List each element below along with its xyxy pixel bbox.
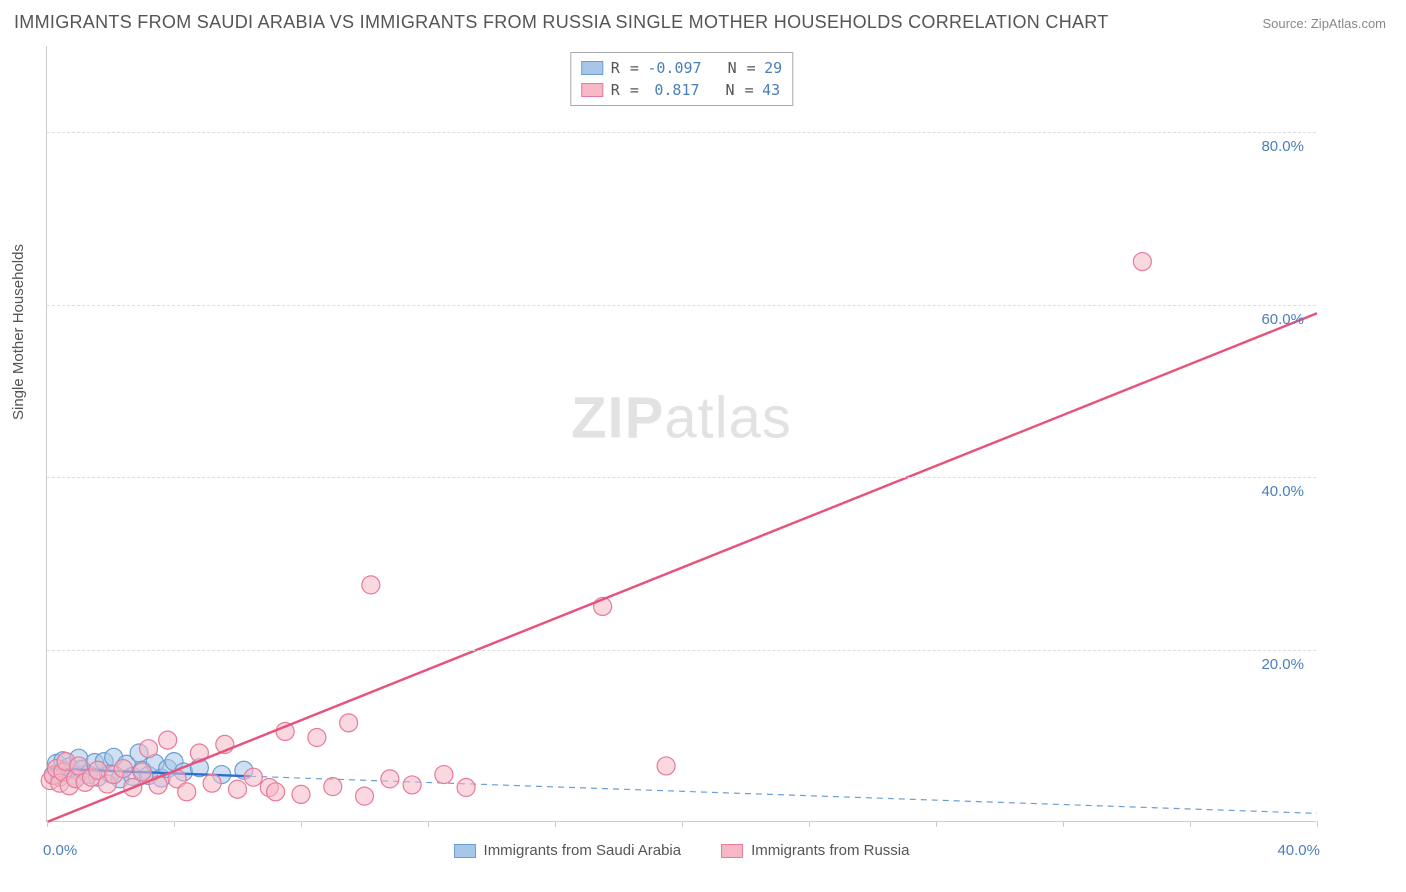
legend-item-russia: Immigrants from Russia	[721, 842, 909, 859]
chart-title: IMMIGRANTS FROM SAUDI ARABIA VS IMMIGRAN…	[14, 12, 1109, 33]
swatch-saudi-2	[454, 844, 476, 858]
n-value-1: 29	[764, 57, 782, 79]
legend-label-russia: Immigrants from Russia	[751, 842, 909, 859]
r-label: R =	[611, 57, 640, 79]
n-value-2: 43	[762, 79, 780, 101]
n-label-2: N =	[726, 79, 755, 101]
legend-series: Immigrants from Saudi Arabia Immigrants …	[454, 842, 910, 859]
r-label-2: R =	[611, 79, 640, 101]
swatch-saudi	[581, 61, 603, 75]
r-value-2: 0.817	[647, 79, 699, 101]
xtick-label-origin: 0.0%	[43, 842, 77, 859]
ytick-label: 20.0%	[1261, 656, 1304, 673]
swatch-russia-2	[721, 844, 743, 858]
swatch-russia	[581, 83, 603, 97]
ytick-label: 40.0%	[1261, 483, 1304, 500]
n-label: N =	[728, 57, 757, 79]
legend-stats: R = -0.097 N = 29 R = 0.817 N = 43	[570, 52, 793, 106]
ytick-label: 60.0%	[1261, 311, 1304, 328]
legend-row-series1: R = -0.097 N = 29	[581, 57, 782, 79]
legend-row-series2: R = 0.817 N = 43	[581, 79, 782, 101]
chart-svg	[47, 46, 1316, 821]
y-axis-label: Single Mother Households	[10, 244, 27, 420]
r-value-1: -0.097	[647, 57, 701, 79]
legend-item-saudi: Immigrants from Saudi Arabia	[454, 842, 682, 859]
legend-label-saudi: Immigrants from Saudi Arabia	[484, 842, 682, 859]
plot-area: ZIPatlas R = -0.097 N = 29 R = 0.817 N =…	[46, 46, 1316, 822]
source-attribution: Source: ZipAtlas.com	[1262, 16, 1386, 31]
ytick-label: 80.0%	[1261, 138, 1304, 155]
xtick-label-max: 40.0%	[1277, 842, 1320, 859]
